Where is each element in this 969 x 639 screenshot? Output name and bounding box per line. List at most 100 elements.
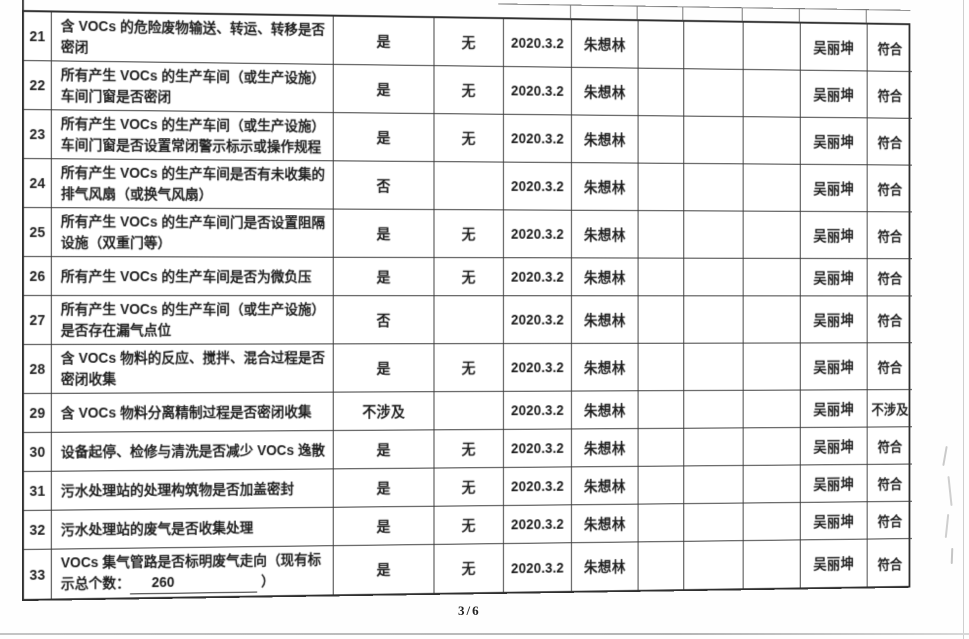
reviewer-signature-cell: 吴丽坤 [800, 117, 868, 166]
table-row: 28 含 VOCs 物料的反应、搅拌、混合过程是否密闭收集 是 无 2020.3… [23, 343, 913, 394]
self-check-answer-cell: 是 [333, 16, 435, 67]
table-row: 23 所有产生 VOCs 的生产车间（或生产设施）车间门窗是否设置常闭警示标示或… [23, 110, 913, 166]
empty-cell [743, 427, 801, 466]
empty-cell [743, 117, 801, 165]
empty-cell [638, 343, 685, 392]
self-check-answer-cell: 不涉及 [333, 392, 435, 431]
self-check-answer-cell: 是 [333, 506, 435, 547]
empty-cell [684, 343, 744, 392]
conclusion-cell: 符合 [867, 259, 913, 297]
checker-signature-cell: 朱想林 [571, 67, 639, 117]
empty-cell [743, 343, 801, 391]
question-cell: 所有产生 VOCs 的生产车间（或生产设施）车间门窗是否密闭 [51, 61, 334, 114]
question-text: 所有产生 VOCs 的生产车间（或生产设施）是否存在漏气点位 [60, 301, 325, 338]
reviewer-signature-cell: 吴丽坤 [800, 539, 868, 588]
question-text: 所有产生 VOCs 的生产车间（或生产设施）车间门窗是否设置常闭警示标示或操作规… [60, 115, 325, 155]
table-row: 22 所有产生 VOCs 的生产车间（或生产设施）车间门窗是否密闭 是 无 20… [23, 61, 913, 119]
row-number-cell: 25 [23, 208, 52, 258]
self-check-answer-cell: 是 [333, 257, 435, 297]
reviewer-signature-cell: 吴丽坤 [800, 296, 868, 344]
row-number-cell: 30 [23, 432, 52, 472]
question-cell: 所有产生 VOCs 的生产车间是否有未收集的排气风扇（或换气风扇） [51, 159, 334, 210]
empty-cell [638, 116, 685, 164]
empty-cell [684, 69, 744, 118]
empty-cell [743, 502, 801, 542]
question-cell: 含 VOCs 物料的反应、搅拌、混合过程是否密闭收集 [51, 344, 334, 394]
problem-found-cell: 无 [434, 18, 504, 67]
question-text: 含 VOCs 的危险废物输送、转运、转移是否密闭 [60, 17, 325, 55]
row-number-cell: 22 [23, 61, 52, 111]
question-text: 含 VOCs 物料的反应、搅拌、混合过程是否密闭收集 [60, 349, 325, 387]
row-number-cell: 26 [23, 257, 52, 297]
check-date-cell: 2020.3.2 [503, 66, 572, 116]
checker-signature-cell: 朱想林 [571, 391, 639, 430]
conclusion-cell: 符合 [877, 556, 903, 572]
empty-cell [638, 391, 685, 430]
row-number-cell: 27 [23, 296, 52, 345]
row-number-cell: 33 [23, 549, 52, 599]
checker-signature-cell: 朱想林 [571, 504, 639, 544]
table-row: 27 所有产生 VOCs 的生产车间（或生产设施）是否存在漏气点位 否 2020… [23, 296, 913, 345]
table-row: 29 含 VOCs 物料分离精制过程是否密闭收集 不涉及 2020.3.2 朱想… [23, 390, 913, 433]
empty-cell [638, 163, 685, 212]
question-cell: 含 VOCs 物料分离精制过程是否密闭收集 [51, 392, 334, 433]
check-date-cell: 2020.3.2 [503, 258, 572, 297]
conclusion-cell: 符合 [867, 24, 913, 73]
reviewer-signature-cell: 吴丽坤 [800, 427, 868, 466]
empty-cell [638, 296, 685, 344]
reviewer-signature-cell: 吴丽坤 [800, 390, 868, 428]
question-cell: 所有产生 VOCs 的生产车间是否为微负压 [51, 257, 334, 297]
empty-cell [743, 465, 801, 504]
conclusion-cell: 符合 [867, 296, 913, 344]
check-date-cell: 2020.3.2 [503, 296, 572, 345]
check-date-cell: 2020.3.2 [503, 162, 572, 211]
empty-cell [638, 504, 685, 543]
voc-inspection-table: 21 含 VOCs 的危险废物输送、转运、转移是否密闭 是 无 2020.3.2… [22, 0, 913, 601]
problem-found-cell: 无 [434, 429, 504, 469]
self-check-answer-cell: 是 [333, 113, 435, 163]
self-check-answer-cell: 是 [333, 344, 435, 393]
question-text: VOCs 集气管路是否标明废气走向（现有标示总个数： 260） [61, 549, 326, 595]
question-cell: VOCs 集气管路是否标明废气走向（现有标示总个数： 260） [51, 546, 334, 599]
check-date-cell: 2020.3.2 [503, 505, 572, 545]
empty-cell [743, 164, 801, 212]
empty-cell [684, 390, 744, 429]
row-number-cell: 32 [23, 510, 52, 550]
page-number: 3/6 [458, 603, 481, 618]
question-cell: 污水处理站的废气是否收集处理 [51, 507, 334, 550]
checker-signature-cell: 朱想林 [571, 343, 639, 392]
empty-cell [684, 116, 744, 165]
self-check-answer-cell: 是 [333, 544, 435, 595]
row-number-cell: 31 [23, 471, 52, 511]
check-date-cell: 2020.3.2 [503, 19, 572, 68]
reviewer-signature-cell: 吴丽坤 [800, 502, 868, 541]
empty-cell [743, 296, 801, 344]
question-text: 污水处理站的处理构筑物是否加盖密封 [60, 480, 295, 499]
table-row: 25 所有产生 VOCs 的生产车间门是否设置阻隔设施（双重门等） 是 无 20… [23, 208, 913, 260]
question-cell: 所有产生 VOCs 的生产车间（或生产设施）车间门窗是否设置常闭警示标示或操作规… [51, 110, 334, 162]
table-row: 24 所有产生 VOCs 的生产车间是否有未收集的排气风扇（或换气风扇） 否 2… [23, 159, 913, 213]
reviewer-signature-cell: 吴丽坤 [800, 23, 868, 72]
check-date-cell: 2020.3.2 [503, 210, 572, 259]
empty-cell [638, 211, 685, 259]
empty-cell [684, 503, 744, 542]
reviewer-signature-cell: 吴丽坤 [800, 164, 868, 213]
problem-found-cell: 无 [434, 114, 504, 163]
empty-cell [638, 21, 685, 70]
conclusion-cell: 符合 [867, 212, 913, 260]
empty-cell [684, 21, 744, 70]
conclusion-cell: 符合 [867, 464, 913, 503]
empty-cell [684, 258, 744, 297]
checker-signature-cell: 朱想林 [571, 429, 639, 468]
checker-signature-cell: 朱想林 [571, 20, 639, 69]
empty-cell [743, 22, 801, 71]
question-text: 所有产生 VOCs 的生产车间（或生产设施）车间门窗是否密闭 [60, 66, 325, 105]
conclusion-cell: 符合 [867, 71, 913, 119]
question-text: 所有产生 VOCs 的生产车间是否为微负压 [60, 267, 312, 284]
question-cell: 含 VOCs 的危险废物输送、转运、转移是否密闭 [51, 12, 334, 65]
question-text: 所有产生 VOCs 的生产车间门是否设置阻隔设施（双重门等） [60, 213, 325, 251]
problem-found-cell: 无 [434, 66, 504, 115]
problem-found-cell: 无 [434, 505, 504, 545]
conclusion-cell: 符合 [867, 118, 913, 166]
empty-cell [638, 466, 685, 505]
